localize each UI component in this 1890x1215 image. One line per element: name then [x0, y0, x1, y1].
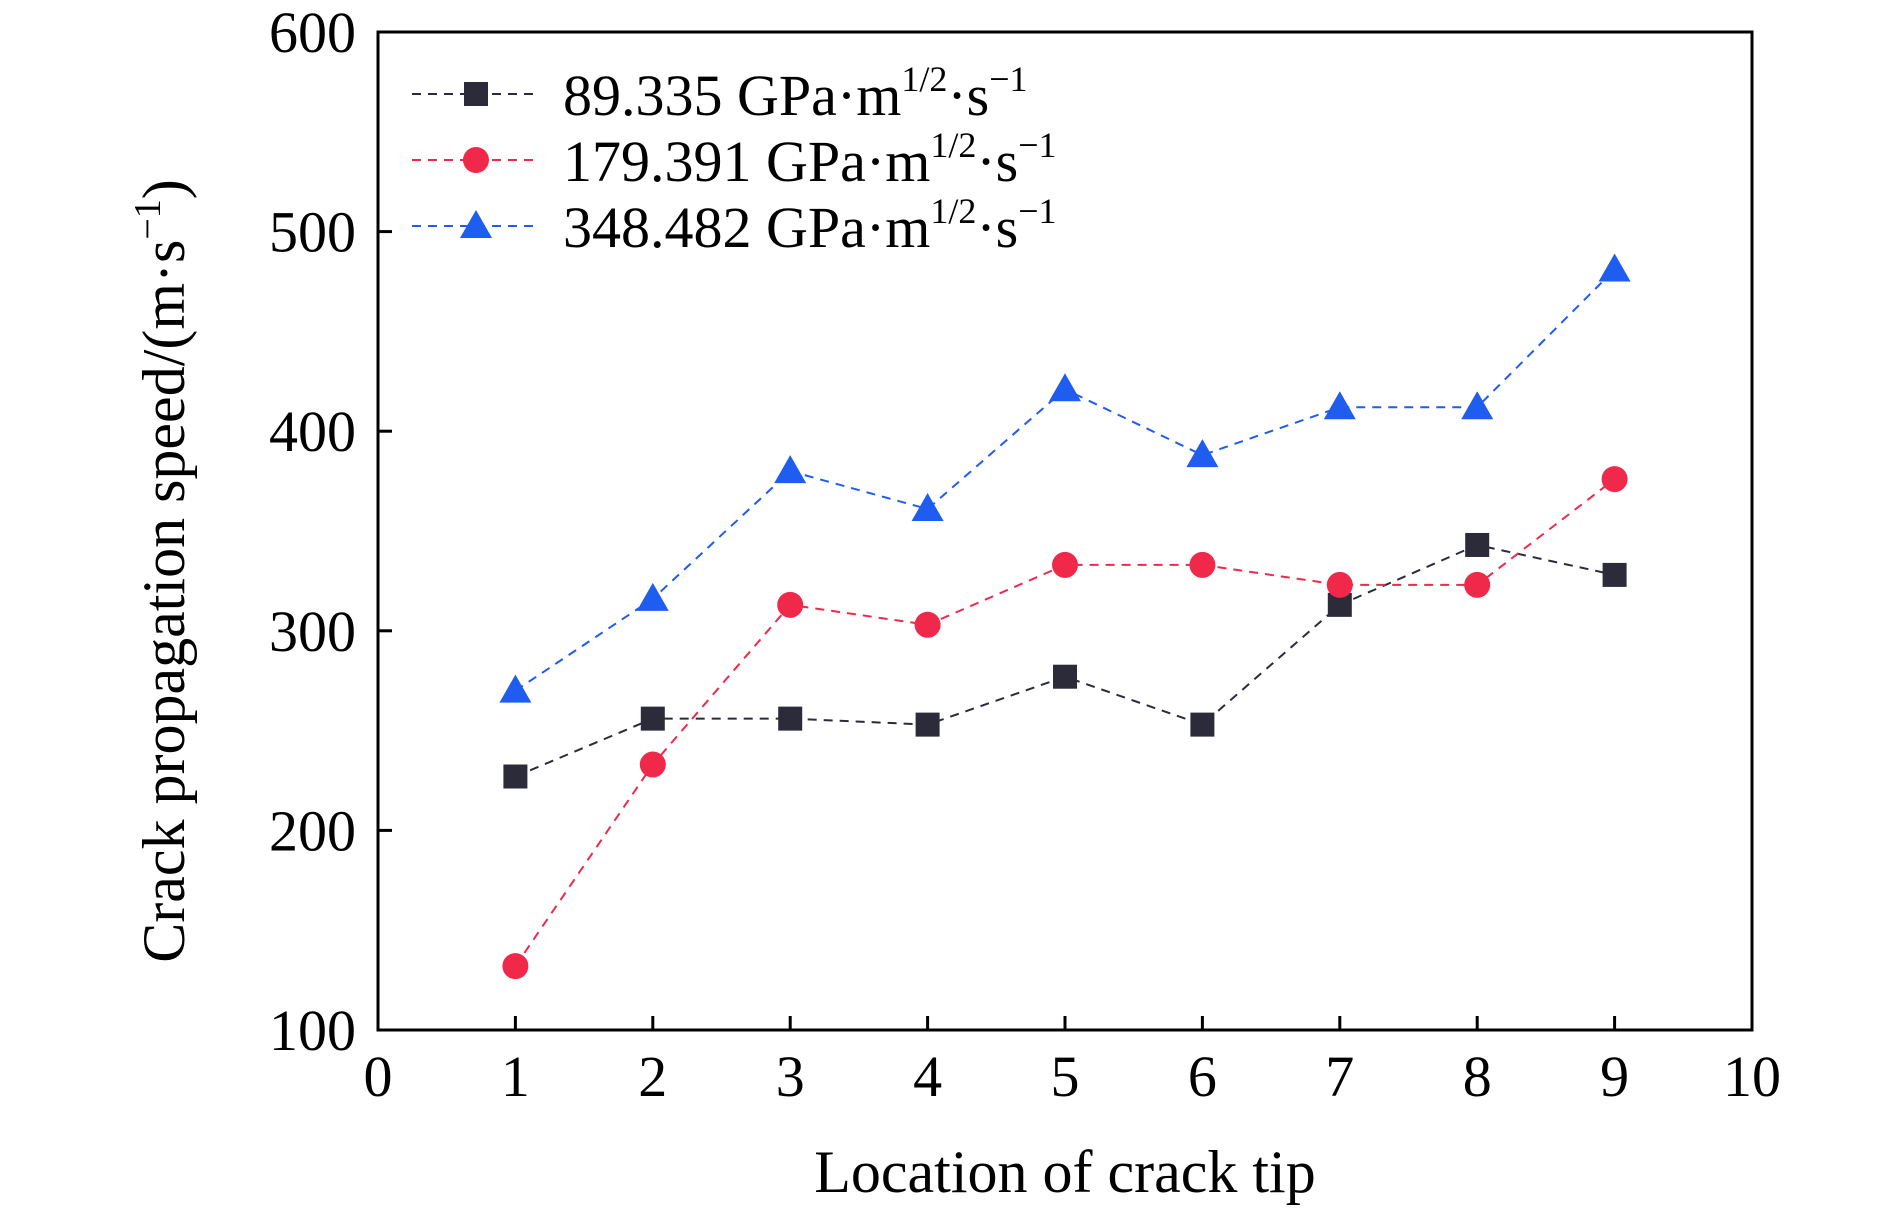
data-point-circle [777, 591, 804, 618]
data-point-circle [914, 611, 941, 638]
x-tick-label: 1 [501, 1044, 530, 1109]
legend-entry-3: 348.482 GPa·m1/2·s−1 [412, 191, 1057, 260]
y-tick-label: 100 [269, 998, 356, 1063]
legend-label-sup: −1 [989, 59, 1027, 99]
x-tick-label: 4 [913, 1044, 942, 1109]
x-tick-label: 7 [1325, 1044, 1354, 1109]
data-point-triangle [1598, 253, 1631, 282]
legend-label-mid: ·s [976, 129, 1018, 194]
data-point-circle [639, 751, 666, 778]
data-point-circle [1601, 466, 1628, 493]
data-point-square [503, 764, 528, 789]
data-point-triangle [499, 674, 532, 703]
x-axis-label: Location of crack tip [814, 1139, 1315, 1205]
y-axis-label: Crack propagation speed/(m·s−1) [127, 179, 197, 963]
legend-marker [463, 147, 489, 173]
data-point-square [915, 712, 940, 737]
data-point-circle [1189, 551, 1216, 578]
legend-label-main: 89.335 GPa·m [563, 63, 901, 128]
legend-label-mid: ·s [947, 63, 989, 128]
legend-marker [464, 82, 488, 106]
legend-entry-1: 89.335 GPa·m1/2·s−1 [412, 59, 1028, 128]
legend-marker [460, 210, 492, 238]
series-3 [499, 253, 1631, 703]
x-tick-label: 5 [1051, 1044, 1080, 1109]
x-tick-label: 3 [776, 1044, 805, 1109]
legend-label-main: 348.482 GPa·m [563, 195, 930, 260]
y-tick-label: 500 [269, 200, 356, 265]
legend-label-sup: −1 [1018, 191, 1056, 231]
legend-label-mid: ·s [976, 195, 1018, 260]
legend-label-main: 179.391 GPa·m [563, 129, 930, 194]
data-point-triangle [1049, 373, 1081, 402]
series-line [515, 543, 1615, 778]
legend-label: 89.335 GPa·m1/2·s−1 [563, 59, 1028, 128]
y-axis-label-text: Crack propagation speed/(m·s [131, 240, 197, 963]
x-tick-label: 10 [1723, 1044, 1781, 1109]
data-point-square [1190, 712, 1215, 737]
legend-entry-2: 179.391 GPa·m1/2·s−1 [412, 125, 1057, 194]
series-1 [503, 532, 1627, 789]
y-axis-label-close: ) [131, 179, 197, 199]
axis-layer: 0 1 2 3 4 5 6 7 8 9 10 100 200 300 400 500 600 [269, 0, 1781, 1109]
y-tick-label: 300 [269, 599, 356, 664]
legend-label-sup: 1/2 [930, 191, 976, 231]
series-layer [499, 253, 1631, 980]
data-point-circle [1464, 571, 1491, 598]
data-point-square [640, 706, 665, 731]
x-tick-label: 2 [638, 1044, 667, 1109]
legend-label: 348.482 GPa·m1/2·s−1 [563, 191, 1057, 260]
data-point-triangle [1323, 391, 1356, 420]
y-tick-label: 200 [269, 798, 356, 863]
data-point-circle [502, 953, 529, 980]
series-2 [502, 466, 1628, 980]
data-point-triangle [636, 582, 669, 611]
y-axis-label-superscript: −1 [127, 199, 169, 239]
legend-label-sup: −1 [1018, 125, 1056, 165]
legend-label-sup: 1/2 [901, 59, 947, 99]
x-tick-label: 0 [364, 1044, 393, 1109]
data-point-circle [1326, 571, 1353, 598]
data-point-triangle [1461, 391, 1494, 420]
data-point-square [1602, 562, 1627, 587]
data-point-triangle [1186, 439, 1219, 468]
series-line [514, 268, 1616, 692]
legend-label-sup: 1/2 [930, 125, 976, 165]
x-tick-label: 9 [1600, 1044, 1629, 1109]
data-point-square [778, 706, 803, 731]
y-tick-label: 400 [269, 399, 356, 464]
data-point-square [1053, 664, 1077, 689]
x-tick-label: 6 [1188, 1044, 1217, 1109]
x-tick-label: 8 [1463, 1044, 1492, 1109]
data-point-square [1465, 532, 1490, 557]
data-point-triangle [911, 493, 944, 522]
data-point-circle [1052, 551, 1078, 578]
legend-label: 179.391 GPa·m1/2·s−1 [563, 125, 1057, 194]
y-tick-label: 600 [269, 0, 356, 65]
data-point-triangle [774, 455, 807, 484]
